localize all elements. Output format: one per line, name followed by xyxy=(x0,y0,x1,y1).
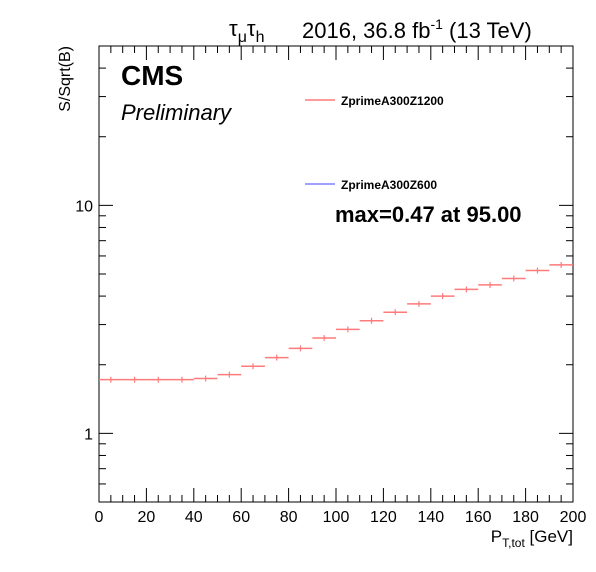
series-layer xyxy=(99,261,573,383)
cms-label: CMS xyxy=(121,60,183,91)
y-axis-title: S/Sqrt(B) xyxy=(57,46,74,112)
channel-label: τμτh xyxy=(229,16,265,46)
legend-label-z600: ZprimeA300Z600 xyxy=(341,178,437,192)
y-tick-label: 1 xyxy=(84,426,93,443)
lumi-label: 2016, 36.8 fb-1 (13 TeV) xyxy=(302,16,532,43)
x-tick-label: 160 xyxy=(465,509,492,526)
x-axis-title: PT,tot [GeV] xyxy=(491,527,573,550)
legend-label-z1200: ZprimeA300Z1200 xyxy=(341,94,444,108)
x-tick-label: 200 xyxy=(560,509,587,526)
max-annotation: max=0.47 at 95.00 xyxy=(335,202,522,227)
preliminary-label: Preliminary xyxy=(121,100,233,125)
legend: ZprimeA300Z1200 ZprimeA300Z600 xyxy=(305,94,444,192)
tick-labels: 0 20 40 60 80 100 120 140 160 180 200 1 10 xyxy=(75,198,586,526)
x-tick-label: 40 xyxy=(185,509,203,526)
x-tick-label: 100 xyxy=(323,509,350,526)
y-tick-label: 10 xyxy=(75,198,93,215)
x-tick-label: 60 xyxy=(232,509,250,526)
x-tick-label: 20 xyxy=(138,509,156,526)
x-tick-label: 120 xyxy=(370,509,397,526)
x-tick-label: 0 xyxy=(95,509,104,526)
x-tick-label: 80 xyxy=(280,509,298,526)
axis-ticks xyxy=(98,45,574,503)
x-tick-label: 180 xyxy=(512,509,539,526)
x-tick-label: 140 xyxy=(417,509,444,526)
